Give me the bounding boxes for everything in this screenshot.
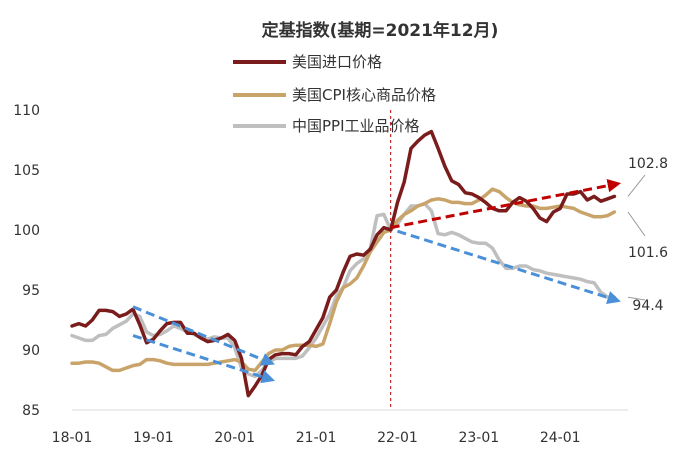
series-line-1 [70,187,617,373]
y-tick-label: 95 [22,283,40,299]
y-tick-label: 105 [13,163,40,179]
leader-line [627,174,646,197]
trend-arrow [132,305,275,366]
end-value-label: 94.4 [632,298,663,314]
y-tick-label: 100 [13,223,40,239]
x-tick-label: 24-01 [540,430,581,446]
y-tick-label: 90 [22,343,40,359]
trend-arrow [390,179,622,230]
series-group [70,129,617,398]
y-tick-labels: 85 90 95 100 105 110 [13,103,40,419]
trend-arrow [132,334,276,384]
x-tick-labels: 18-01 19-01 20-01 21-01 22-01 23-01 24-01 [52,430,581,446]
x-tick-label: 18-01 [52,430,93,446]
legend-label: 中国PPI工业品价格 [292,117,420,135]
end-value-label: 101.6 [628,245,668,261]
x-tick-label: 22-01 [377,430,418,446]
trend-arrow [397,229,621,305]
x-tick-label: 20-01 [214,430,255,446]
value-labels: 102.8 101.6 94.4 [627,156,668,314]
y-tick-label: 110 [13,103,40,119]
chart-title: 定基指数(基期=2021年12月) [262,20,499,41]
series-line-0 [70,129,617,398]
x-tick-label: 21-01 [296,430,337,446]
leader-line [627,296,646,301]
x-tick-label: 23-01 [458,430,499,446]
y-tick-label: 85 [22,403,40,419]
leader-line [627,211,646,237]
legend-label: 美国CPI核心商品价格 [292,86,436,104]
end-value-label: 102.8 [628,156,668,172]
legend-label: 美国进口价格 [292,53,382,71]
trend-arrows [132,179,622,384]
x-tick-label: 19-01 [133,430,174,446]
